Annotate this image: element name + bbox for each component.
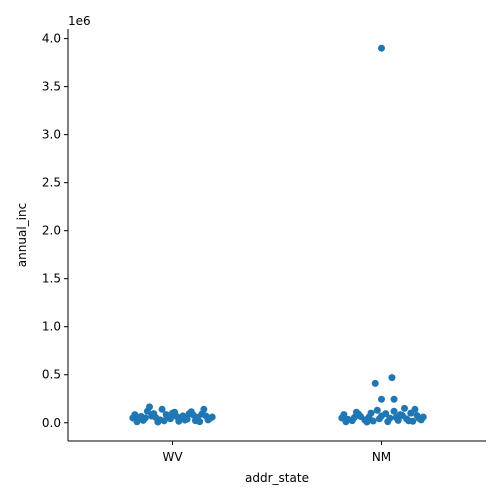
data-point-wv bbox=[150, 410, 158, 418]
data-point-wv bbox=[200, 405, 208, 413]
data-point-nm bbox=[355, 410, 363, 418]
data-point-wv bbox=[158, 405, 166, 413]
y-ticks: 0.0 0.5 1.0 1.5 2.0 2.5 3.0 3.5 4.0 bbox=[42, 32, 68, 430]
y-tick-label: 2.5 bbox=[42, 176, 61, 190]
data-point-wv bbox=[204, 416, 212, 424]
data-point-nm bbox=[407, 409, 415, 417]
y-tick-label: 0.5 bbox=[42, 368, 61, 382]
data-point-wv bbox=[129, 414, 137, 422]
y-tick-label: 1.0 bbox=[42, 320, 61, 334]
data-point-wv bbox=[162, 411, 170, 419]
data-point-wv bbox=[171, 408, 179, 416]
data-point-nm bbox=[375, 415, 383, 423]
data-point-nm bbox=[413, 412, 421, 420]
data-point-nm bbox=[367, 409, 375, 417]
data-point-nm bbox=[405, 417, 413, 425]
data-point-nm bbox=[390, 407, 398, 415]
data-point-wv bbox=[146, 403, 154, 411]
data-point-nm bbox=[373, 406, 381, 414]
y-offset-label: 1e6 bbox=[68, 14, 91, 28]
data-point-nm bbox=[388, 374, 396, 382]
y-tick-label: 3.0 bbox=[42, 128, 61, 142]
data-point-nm bbox=[417, 416, 425, 424]
data-point-nm bbox=[378, 44, 385, 52]
x-ticks: WV NM bbox=[162, 441, 391, 464]
y-tick-label: 2.0 bbox=[42, 224, 61, 238]
data-point-wv bbox=[175, 417, 183, 425]
data-point-wv bbox=[154, 418, 162, 426]
x-tick-label: NM bbox=[372, 450, 391, 464]
points-layer bbox=[129, 44, 427, 426]
data-point-nm bbox=[390, 395, 398, 403]
y-tick-label: 3.5 bbox=[42, 80, 61, 94]
data-point-nm bbox=[363, 418, 371, 426]
data-point-wv bbox=[194, 413, 202, 421]
data-point-wv bbox=[179, 412, 187, 420]
y-axis-label: annual_inc bbox=[15, 203, 29, 267]
data-point-wv bbox=[137, 413, 145, 421]
x-tick-label: WV bbox=[162, 450, 183, 464]
data-point-nm bbox=[378, 395, 385, 403]
data-point-nm bbox=[338, 414, 346, 422]
data-point-wv bbox=[187, 408, 195, 416]
data-point-wv bbox=[160, 417, 168, 425]
data-point-nm bbox=[396, 411, 404, 419]
x-axis-label: addr_state bbox=[245, 471, 309, 485]
data-point-nm bbox=[371, 379, 379, 387]
data-point-nm bbox=[369, 417, 377, 425]
y-tick-label: 0.0 bbox=[42, 416, 61, 430]
data-point-nm bbox=[384, 418, 392, 426]
data-point-nm bbox=[400, 404, 408, 412]
y-tick-label: 4.0 bbox=[42, 32, 61, 46]
y-tick-label: 1.5 bbox=[42, 272, 61, 286]
